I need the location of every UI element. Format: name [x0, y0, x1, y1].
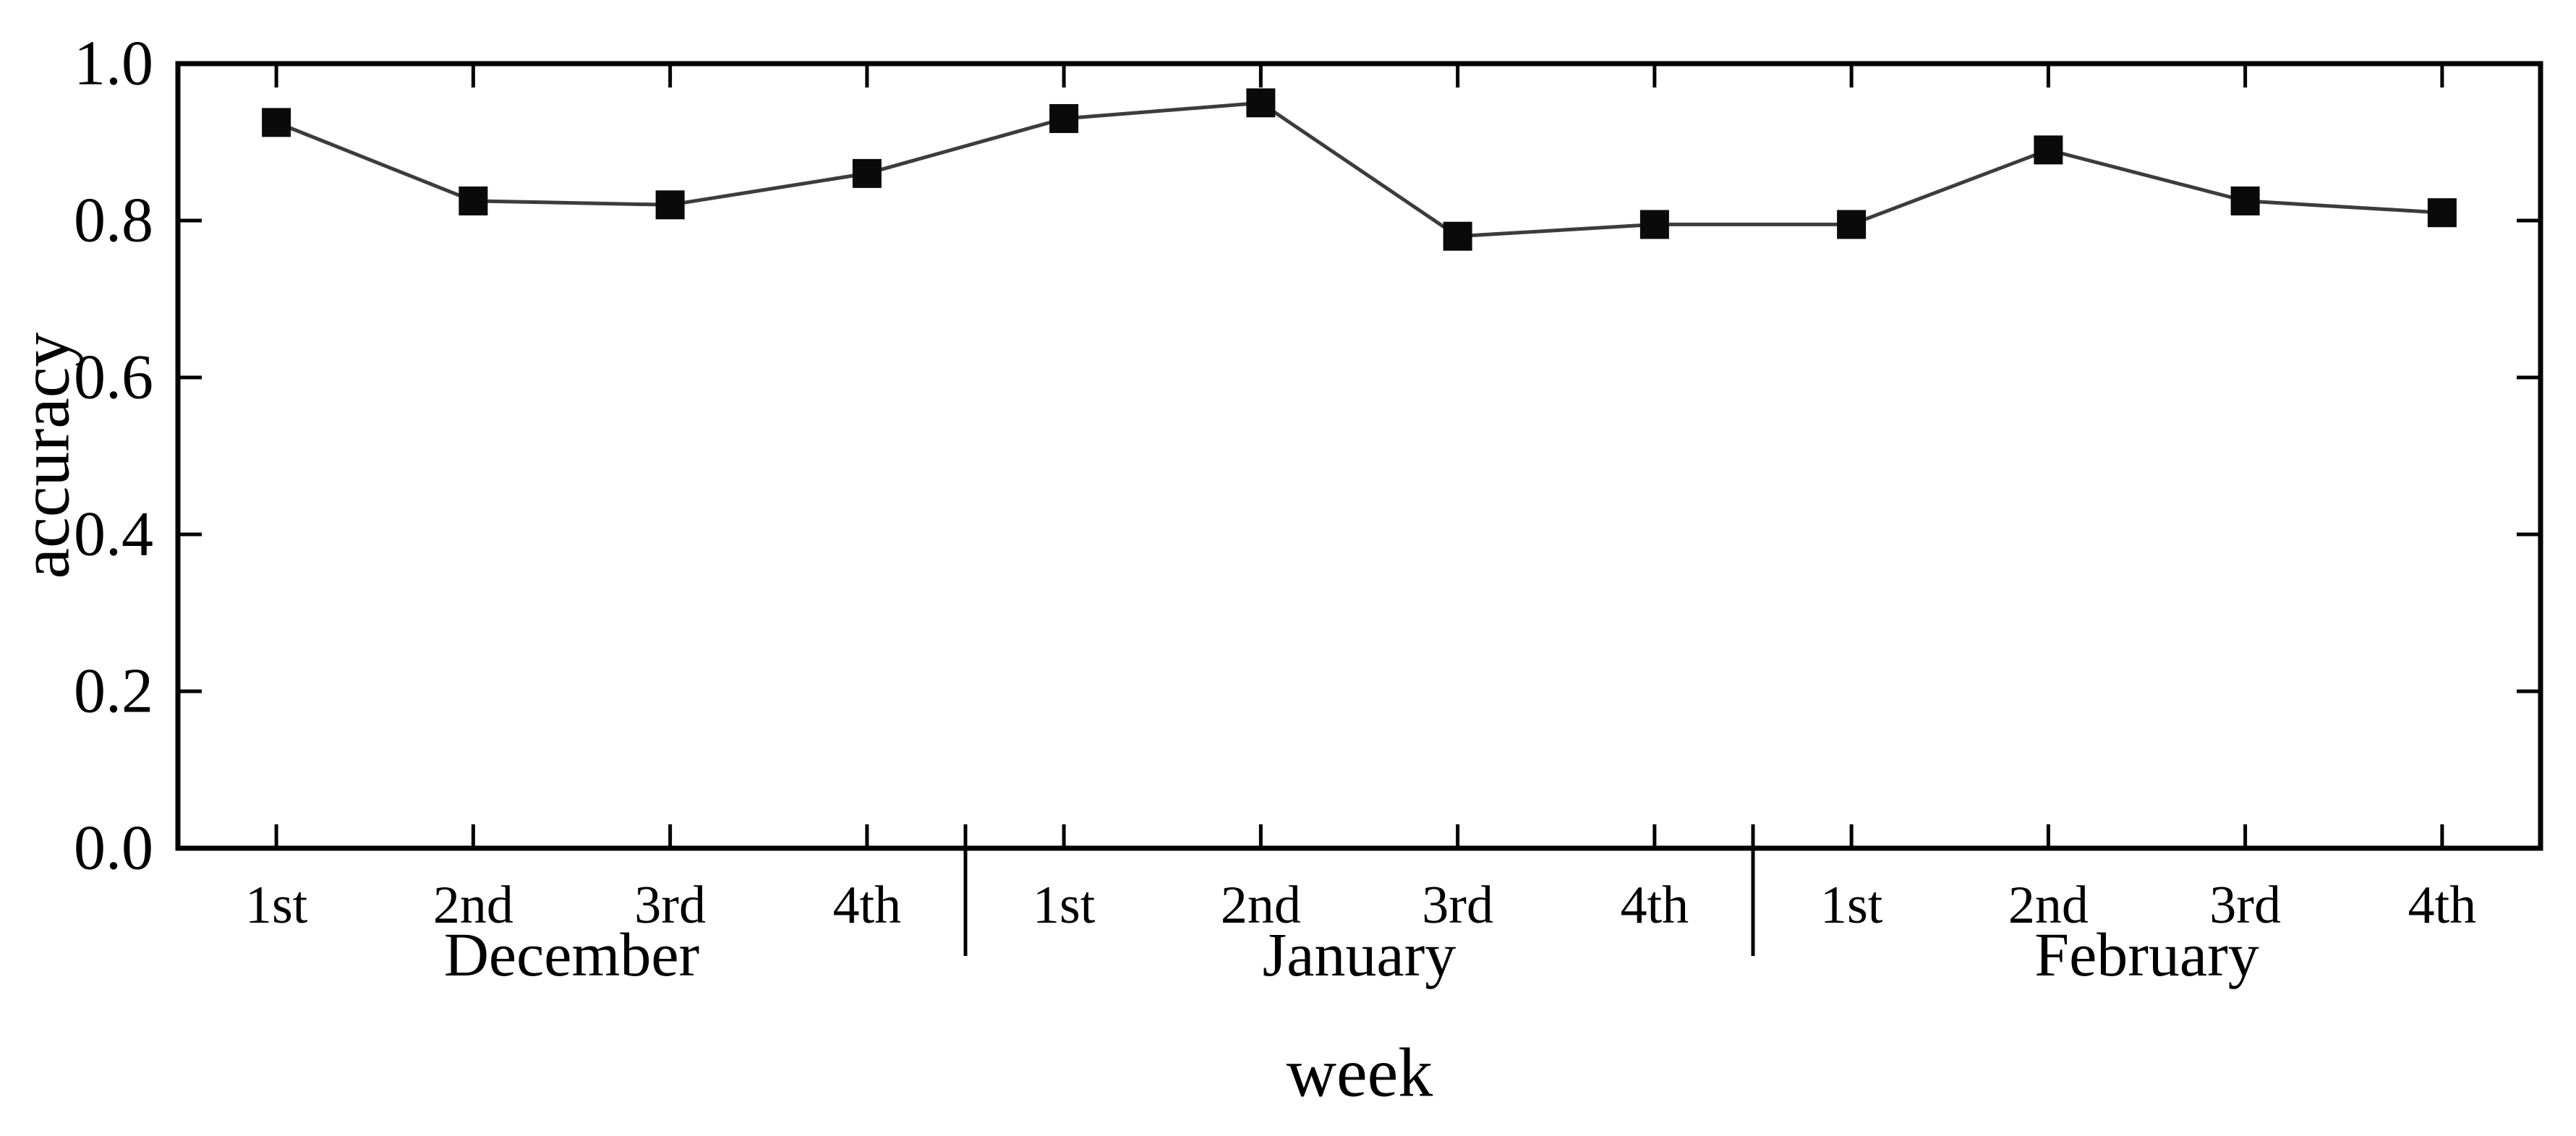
week-tick-label: 1st — [1033, 876, 1096, 935]
chart-generated-layer: 0.0 0.2 0.4 0.6 0.8 1.0 1st 2nd 3rd 4th 1st 2nd 3rd 4… — [74, 29, 2543, 989]
series-line — [276, 101, 2443, 239]
y-tick-label: 0.0 — [74, 813, 153, 884]
month-label: December — [444, 920, 699, 989]
y-tick-label: 1.0 — [74, 29, 153, 99]
month-label: February — [2034, 920, 2259, 989]
week-tick-label: 3rd — [2209, 876, 2281, 935]
week-tick-label: 4th — [1621, 876, 1689, 935]
week-tick-label: 2nd — [1221, 876, 1301, 935]
week-tick-label: 4th — [833, 876, 902, 935]
data-point-marker — [852, 158, 882, 188]
y-tick-label: 0.6 — [74, 343, 153, 413]
x-axis-title: week — [1287, 1034, 1433, 1111]
data-point-marker — [1049, 103, 1079, 133]
week-tick-label: 3rd — [1422, 876, 1493, 935]
week-tick-label: 1st — [245, 876, 308, 935]
data-point-marker — [262, 108, 291, 137]
data-point-marker — [1246, 88, 1276, 118]
month-label: January — [1263, 920, 1456, 989]
week-tick-label: 4th — [2408, 876, 2477, 935]
data-point-marker — [2230, 186, 2260, 215]
data-point-marker — [655, 190, 685, 220]
y-axis-title: accuracy — [7, 332, 84, 578]
data-point-marker — [1443, 221, 1472, 251]
data-point-marker — [459, 186, 488, 215]
week-tick-label: 2nd — [2008, 876, 2089, 935]
data-point-marker — [1837, 210, 1867, 239]
data-point-marker — [2034, 135, 2063, 165]
y-tick-label: 0.4 — [74, 500, 153, 570]
data-point-marker — [1639, 210, 1669, 239]
data-point-marker — [2427, 198, 2457, 228]
y-tick-label: 0.2 — [74, 657, 153, 727]
y-tick-label: 0.8 — [74, 186, 153, 256]
week-tick-label: 1st — [1820, 876, 1883, 935]
plot-frame — [175, 61, 2543, 851]
week-tick-label: 2nd — [433, 876, 513, 935]
week-tick-label: 3rd — [634, 876, 706, 935]
